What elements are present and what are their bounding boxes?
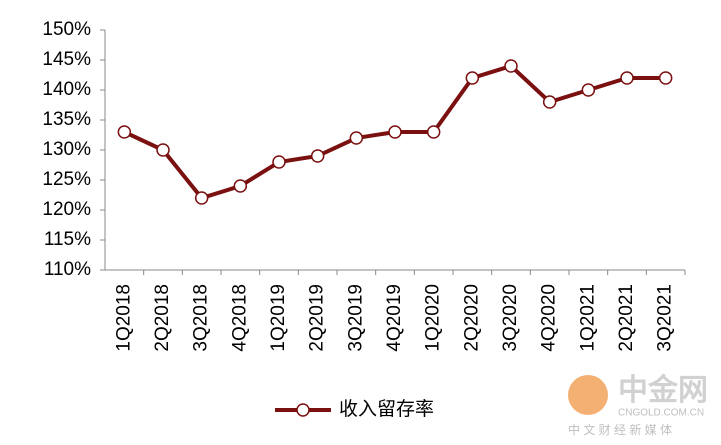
y-tick-label: 145% — [42, 49, 91, 70]
point — [388, 125, 402, 139]
point — [465, 71, 480, 85]
y-tick-label: 140% — [42, 79, 91, 100]
x-tick-label: 4Q2019 — [384, 284, 405, 352]
x-tick-label: 4Q2020 — [539, 284, 560, 352]
watermark: 中金网 CNGOLD.COM.CN 中 文 财 经 新 媒 体 — [568, 373, 708, 437]
point — [349, 131, 364, 145]
point — [426, 125, 441, 139]
x-tick-label: 2Q2019 — [307, 284, 328, 352]
x-tick-label: 2Q2020 — [461, 284, 482, 352]
point — [542, 95, 557, 109]
y-tick-label: 120% — [42, 199, 91, 220]
point — [272, 155, 286, 169]
x-tick-label: 3Q2021 — [655, 284, 676, 352]
point — [620, 71, 634, 85]
x-tick-label: 3Q2018 — [191, 284, 212, 352]
point — [504, 59, 518, 73]
y-tick-label: 110% — [44, 259, 91, 280]
y-tick-label: 125% — [42, 169, 91, 190]
x-tick-label: 2Q2018 — [152, 284, 173, 352]
legend-label: 收入留存率 — [339, 398, 434, 420]
point — [581, 83, 596, 97]
x-tick-label: 1Q2018 — [113, 284, 134, 352]
x-tick-label: 3Q2019 — [345, 284, 366, 352]
y-tick-label: 130% — [42, 139, 91, 160]
watermark-tagline: 中 文 财 经 新 媒 体 — [568, 422, 672, 437]
x-tick-label: 2Q2021 — [616, 284, 637, 352]
point — [658, 71, 673, 85]
legend-marker — [296, 403, 310, 417]
y-tick-label: 115% — [44, 229, 91, 250]
watermark-url: CNGOLD.COM.CN — [618, 408, 704, 419]
x-tick-label: 1Q2020 — [423, 284, 444, 352]
point — [310, 149, 325, 163]
y-tick-label: 150% — [42, 19, 91, 40]
x-tick-label: 1Q2021 — [577, 284, 598, 352]
point — [194, 191, 209, 205]
point — [117, 125, 132, 139]
watermark-logo — [568, 375, 608, 415]
y-tick-label: 135% — [42, 109, 91, 130]
x-tick-label: 3Q2020 — [500, 284, 521, 352]
point — [156, 143, 170, 157]
point — [233, 179, 248, 193]
watermark-title: 中金网 — [618, 373, 708, 407]
x-tick-label: 4Q2018 — [229, 284, 250, 352]
x-tick-label: 1Q2019 — [268, 284, 289, 352]
